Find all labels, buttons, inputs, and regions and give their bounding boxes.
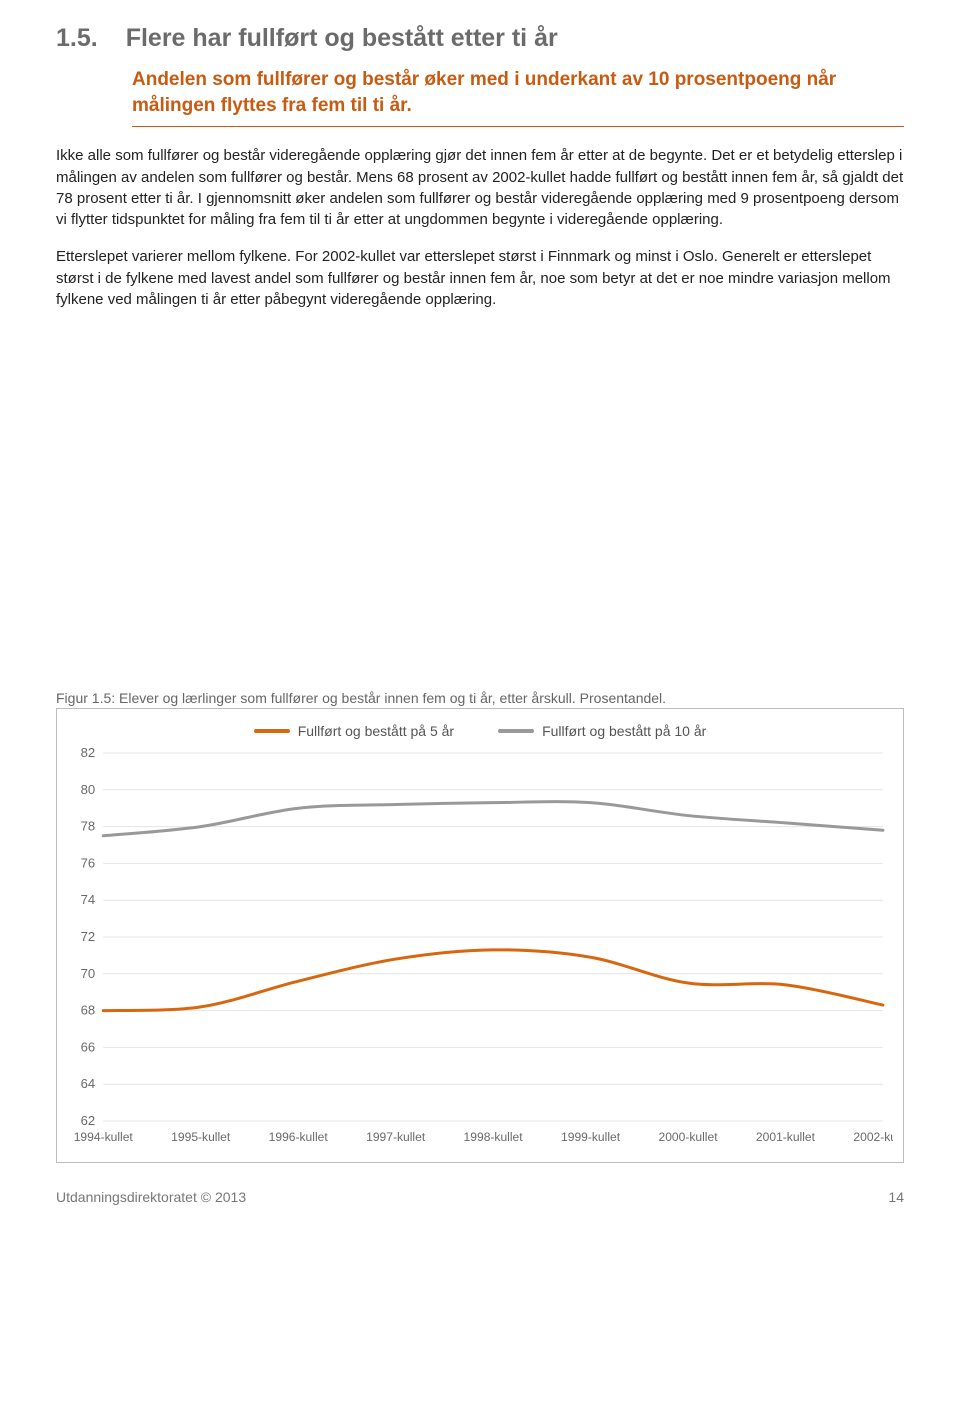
svg-text:2002-kullet: 2002-kullet (853, 1130, 893, 1144)
section-heading: 1.5. Flere har fullført og bestått etter… (56, 24, 904, 53)
legend-swatch-series2 (498, 729, 534, 733)
svg-text:68: 68 (81, 1003, 96, 1018)
svg-text:64: 64 (81, 1077, 96, 1092)
page-footer: Utdanningsdirektoratet © 2013 14 (56, 1189, 904, 1205)
line-chart: 62 64 66 68 70 72 74 76 78 80 82 1994-kullet 1995-ku… (67, 747, 893, 1147)
svg-text:74: 74 (81, 893, 96, 908)
svg-text:2001-kullet: 2001-kullet (756, 1130, 816, 1144)
svg-text:82: 82 (81, 747, 96, 760)
svg-text:1998-kullet: 1998-kullet (464, 1130, 524, 1144)
subtitle-rule (132, 126, 904, 127)
svg-text:1999-kullet: 1999-kullet (561, 1130, 621, 1144)
section-number: 1.5. (56, 24, 98, 53)
chart-frame: Fullført og bestått på 5 år Fullført og … (56, 708, 904, 1163)
body-paragraph: Etterslepet varierer mellom fylkene. For… (56, 246, 904, 310)
footer-left: Utdanningsdirektoratet © 2013 (56, 1189, 246, 1205)
body-paragraph: Ikke alle som fullfører og består videre… (56, 145, 904, 230)
svg-text:1994-kullet: 1994-kullet (74, 1130, 134, 1144)
figure-caption: Figur 1.5: Elever og lærlinger som fullf… (56, 690, 904, 706)
section-title: Flere har fullført og bestått etter ti å… (126, 24, 558, 53)
legend-label: Fullført og bestått på 10 år (542, 723, 706, 739)
chart-legend: Fullført og bestått på 5 år Fullført og … (67, 723, 893, 739)
svg-text:2000-kullet: 2000-kullet (658, 1130, 718, 1144)
legend-swatch-series1 (254, 729, 290, 733)
svg-text:78: 78 (81, 819, 96, 834)
svg-text:66: 66 (81, 1040, 96, 1055)
footer-page-number: 14 (888, 1189, 904, 1205)
svg-text:72: 72 (81, 929, 96, 944)
svg-text:70: 70 (81, 966, 96, 981)
legend-item: Fullført og bestått på 10 år (498, 723, 706, 739)
svg-text:80: 80 (81, 782, 96, 797)
svg-text:62: 62 (81, 1113, 96, 1128)
svg-text:1996-kullet: 1996-kullet (269, 1130, 329, 1144)
svg-text:1997-kullet: 1997-kullet (366, 1130, 426, 1144)
svg-text:76: 76 (81, 856, 96, 871)
section-subtitle: Andelen som fullfører og består øker med… (132, 67, 904, 118)
legend-item: Fullført og bestått på 5 år (254, 723, 454, 739)
legend-label: Fullført og bestått på 5 år (298, 723, 454, 739)
svg-text:1995-kullet: 1995-kullet (171, 1130, 231, 1144)
